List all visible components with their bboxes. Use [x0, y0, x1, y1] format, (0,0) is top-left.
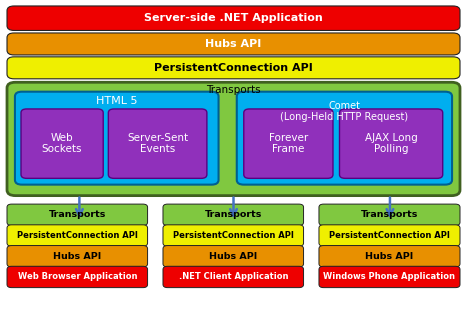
FancyBboxPatch shape [15, 92, 219, 185]
FancyBboxPatch shape [21, 109, 103, 178]
Text: PersistentConnection API: PersistentConnection API [154, 63, 313, 73]
Text: Server-side .NET Application: Server-side .NET Application [144, 13, 323, 23]
FancyBboxPatch shape [108, 109, 207, 178]
Text: Transports: Transports [49, 210, 106, 219]
Text: PersistentConnection API: PersistentConnection API [173, 231, 294, 240]
FancyBboxPatch shape [7, 57, 460, 79]
Text: Forever
Frame: Forever Frame [269, 133, 308, 154]
Text: Hubs API: Hubs API [365, 252, 414, 261]
FancyBboxPatch shape [7, 225, 148, 246]
FancyBboxPatch shape [7, 6, 460, 30]
FancyBboxPatch shape [163, 266, 304, 288]
FancyBboxPatch shape [163, 246, 304, 267]
Text: Hubs API: Hubs API [209, 252, 257, 261]
FancyBboxPatch shape [7, 82, 460, 196]
Text: Transports: Transports [206, 85, 261, 95]
Text: Hubs API: Hubs API [205, 39, 262, 49]
Text: Hubs API: Hubs API [53, 252, 101, 261]
Text: Web
Sockets: Web Sockets [42, 133, 82, 154]
FancyBboxPatch shape [237, 92, 452, 185]
FancyBboxPatch shape [340, 109, 443, 178]
Text: .NET Client Application: .NET Client Application [178, 273, 288, 281]
FancyBboxPatch shape [7, 246, 148, 267]
Text: Transports: Transports [361, 210, 418, 219]
FancyBboxPatch shape [319, 204, 460, 225]
Text: HTML 5: HTML 5 [96, 96, 137, 106]
FancyBboxPatch shape [163, 225, 304, 246]
Text: AJAX Long
Polling: AJAX Long Polling [365, 133, 417, 154]
FancyBboxPatch shape [319, 225, 460, 246]
FancyBboxPatch shape [244, 109, 333, 178]
FancyBboxPatch shape [319, 246, 460, 267]
Text: PersistentConnection API: PersistentConnection API [329, 231, 450, 240]
FancyBboxPatch shape [319, 266, 460, 288]
FancyBboxPatch shape [163, 204, 304, 225]
Text: Transports: Transports [205, 210, 262, 219]
Text: Comet
(Long-Held HTTP Request): Comet (Long-Held HTTP Request) [280, 101, 409, 122]
FancyBboxPatch shape [7, 204, 148, 225]
Text: Server-Sent
Events: Server-Sent Events [127, 133, 188, 154]
Text: Web Browser Application: Web Browser Application [18, 273, 137, 281]
FancyBboxPatch shape [7, 266, 148, 288]
FancyBboxPatch shape [7, 33, 460, 55]
Text: Windows Phone Application: Windows Phone Application [324, 273, 455, 281]
Text: PersistentConnection API: PersistentConnection API [17, 231, 138, 240]
